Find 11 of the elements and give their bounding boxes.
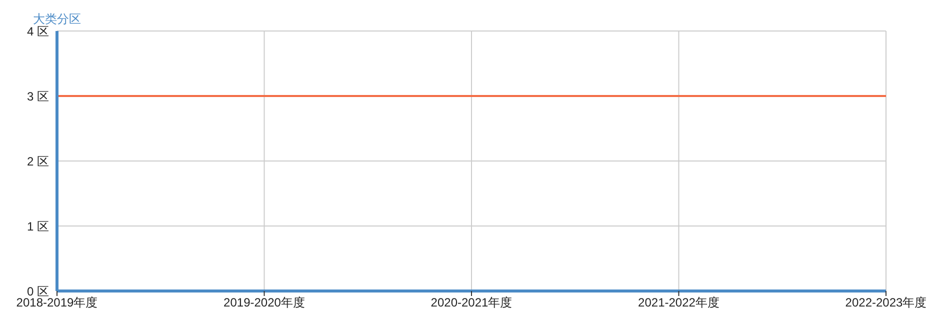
y-tick-label: 1 区	[26, 219, 49, 234]
x-tick-label: 2019-2020年度	[224, 296, 305, 310]
x-tick-label: 2022-2023年度	[845, 296, 927, 310]
y-tick-label: 3 区	[26, 89, 49, 104]
x-tick-label: 2020-2021年度	[430, 296, 512, 310]
y-tick-label: 0 区	[26, 284, 49, 298]
x-tick-label: 2018-2019年度	[16, 296, 98, 310]
y-axis-title: 大类分区	[33, 11, 81, 26]
y-tick-label: 4 区	[26, 24, 49, 38]
x-tick-label: 2021-2022年度	[638, 296, 720, 310]
y-tick-label: 2 区	[26, 154, 49, 168]
